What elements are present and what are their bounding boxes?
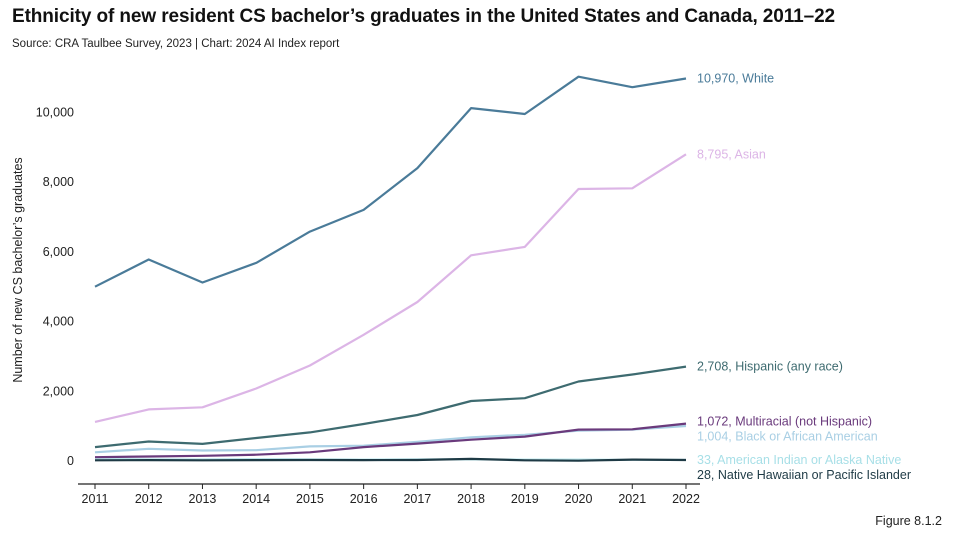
chart-title: Ethnicity of new resident CS bachelor’s …	[12, 6, 836, 27]
series-end-label: 1,072, Multiracial (not Hispanic)	[697, 415, 872, 429]
y-axis-title: Number of new CS bachelor’s graduates	[11, 157, 25, 382]
series-line-white	[94, 75, 687, 288]
x-tick-label: 2012	[135, 492, 163, 506]
series-line-native-hawaiian-or-pacific-islander	[94, 457, 687, 462]
series-end-label: 10,970, White	[697, 71, 774, 85]
series-end-label: 28, Native Hawaiian or Pacific Islander	[697, 468, 911, 482]
x-axis: 2011 2012 2013 2014 2015 2016 2017 2018 2019 2020…	[78, 483, 700, 506]
series-end-label: 1,004, Black or African American	[697, 430, 878, 444]
x-tick-label: 2022	[672, 492, 700, 506]
x-tick-label: 2013	[189, 492, 217, 506]
x-tick-label: 2015	[296, 492, 324, 506]
y-tick-label: 8,000	[43, 175, 74, 189]
series-end-label: 2,708, Hispanic (any race)	[697, 360, 843, 374]
y-tick-label: 2,000	[43, 384, 74, 398]
series-lines	[94, 75, 687, 462]
x-tick-label: 2019	[511, 492, 539, 506]
x-tick-label: 2021	[618, 492, 646, 506]
x-tick-label: 2020	[565, 492, 593, 506]
chart-source: Source: CRA Taulbee Survey, 2023 | Chart…	[12, 38, 340, 50]
series-line-asian	[94, 153, 687, 423]
series-end-label: 8,795, Asian	[697, 147, 766, 161]
y-axis-ticks: 0 2,000 4,000 6,000 8,000 10,000	[36, 105, 74, 468]
series-line-hispanic-any-race	[94, 365, 687, 449]
x-tick-label: 2014	[242, 492, 270, 506]
x-tick-label: 2011	[82, 492, 109, 506]
y-tick-label: 0	[67, 454, 74, 468]
series-end-label: 33, American Indian or Alaska Native	[697, 453, 901, 467]
series-line-multiracial-not-hispanic	[94, 422, 687, 459]
x-tick-label: 2017	[403, 492, 431, 506]
figure-label: Figure 8.1.2	[875, 514, 942, 528]
y-tick-label: 6,000	[43, 245, 74, 259]
x-tick-label: 2016	[350, 492, 378, 506]
y-tick-label: 10,000	[36, 105, 74, 119]
y-tick-label: 4,000	[43, 315, 74, 329]
x-tick-label: 2018	[457, 492, 485, 506]
series-labels: 10,970, White 8,795, Asian 2,708, Hispanic…	[697, 71, 911, 481]
